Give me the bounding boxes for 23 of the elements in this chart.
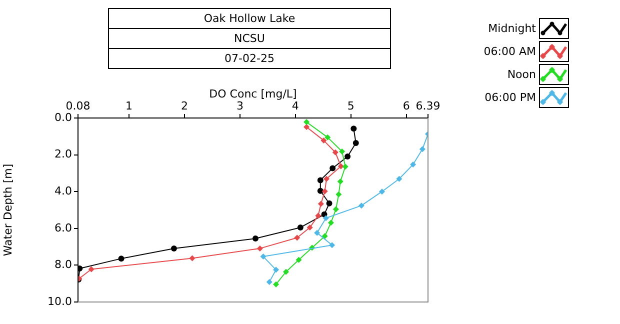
- y-axis-title: Water Depth [m]: [1, 164, 14, 256]
- y-tick-label: 4.0: [54, 184, 72, 198]
- x-tick-label: 6.39: [416, 99, 440, 112]
- y-tick-label: 0.0: [54, 110, 72, 124]
- x-tick-label: 0.08: [66, 99, 90, 112]
- y-tick-label: 2.0: [54, 148, 72, 161]
- y-tick-label: 10.0: [48, 294, 72, 308]
- y-tick-label: 8.0: [54, 258, 72, 272]
- legend-label: Noon: [506, 68, 537, 81]
- legend-label: 06:00 PM: [484, 91, 537, 104]
- x-tick-label: 2: [181, 99, 188, 112]
- y-tick-label: 6.0: [54, 221, 72, 234]
- legend-label: 06:00 AM: [482, 45, 537, 58]
- chart-title: Oak Hollow Lake: [109, 9, 390, 29]
- x-tick-label: 4: [292, 99, 299, 112]
- x-tick-label: 5: [347, 99, 354, 112]
- legend-label: Midnight: [487, 22, 537, 35]
- x-tick-label: 3: [236, 99, 244, 112]
- x-tick-label: 1: [126, 99, 133, 112]
- chart-subtitle: NCSU: [109, 29, 390, 49]
- x-tick-label: 6: [402, 99, 410, 112]
- x-axis-title: DO Conc [mg/L]: [209, 87, 297, 100]
- text: 07-02-25: [109, 49, 390, 69]
